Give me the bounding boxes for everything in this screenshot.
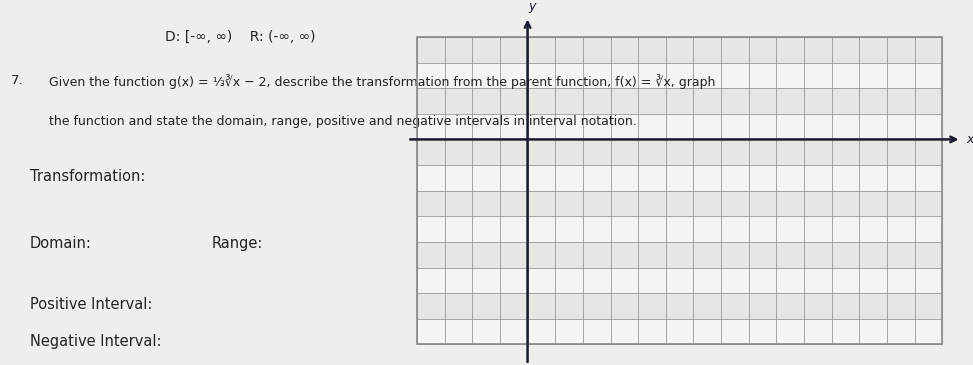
Bar xyxy=(417,114,943,139)
Bar xyxy=(417,242,943,268)
Text: 7.: 7. xyxy=(11,74,23,87)
Bar xyxy=(417,165,943,191)
Bar xyxy=(417,62,943,88)
Text: y: y xyxy=(528,0,536,13)
Text: Negative Interval:: Negative Interval: xyxy=(30,334,162,349)
Text: D: [-∞, ∞)    R: (-∞, ∞): D: [-∞, ∞) R: (-∞, ∞) xyxy=(165,30,315,44)
Text: Transformation:: Transformation: xyxy=(30,169,145,184)
Bar xyxy=(417,139,943,165)
Text: Domain:: Domain: xyxy=(30,236,91,251)
Bar xyxy=(417,191,943,216)
Bar xyxy=(417,268,943,293)
Text: Given the function g(x) = ⅓∛x − 2, describe the transformation from the parent f: Given the function g(x) = ⅓∛x − 2, descr… xyxy=(50,74,715,89)
Text: the function and state the domain, range, positive and negative intervals in int: the function and state the domain, range… xyxy=(50,115,637,128)
Bar xyxy=(417,88,943,114)
Bar xyxy=(417,293,943,319)
Bar xyxy=(417,319,943,345)
Bar xyxy=(417,216,943,242)
Bar xyxy=(417,37,943,62)
Bar xyxy=(417,37,943,345)
Text: Range:: Range: xyxy=(211,236,263,251)
Text: x: x xyxy=(966,133,973,146)
Text: Positive Interval:: Positive Interval: xyxy=(30,297,153,312)
